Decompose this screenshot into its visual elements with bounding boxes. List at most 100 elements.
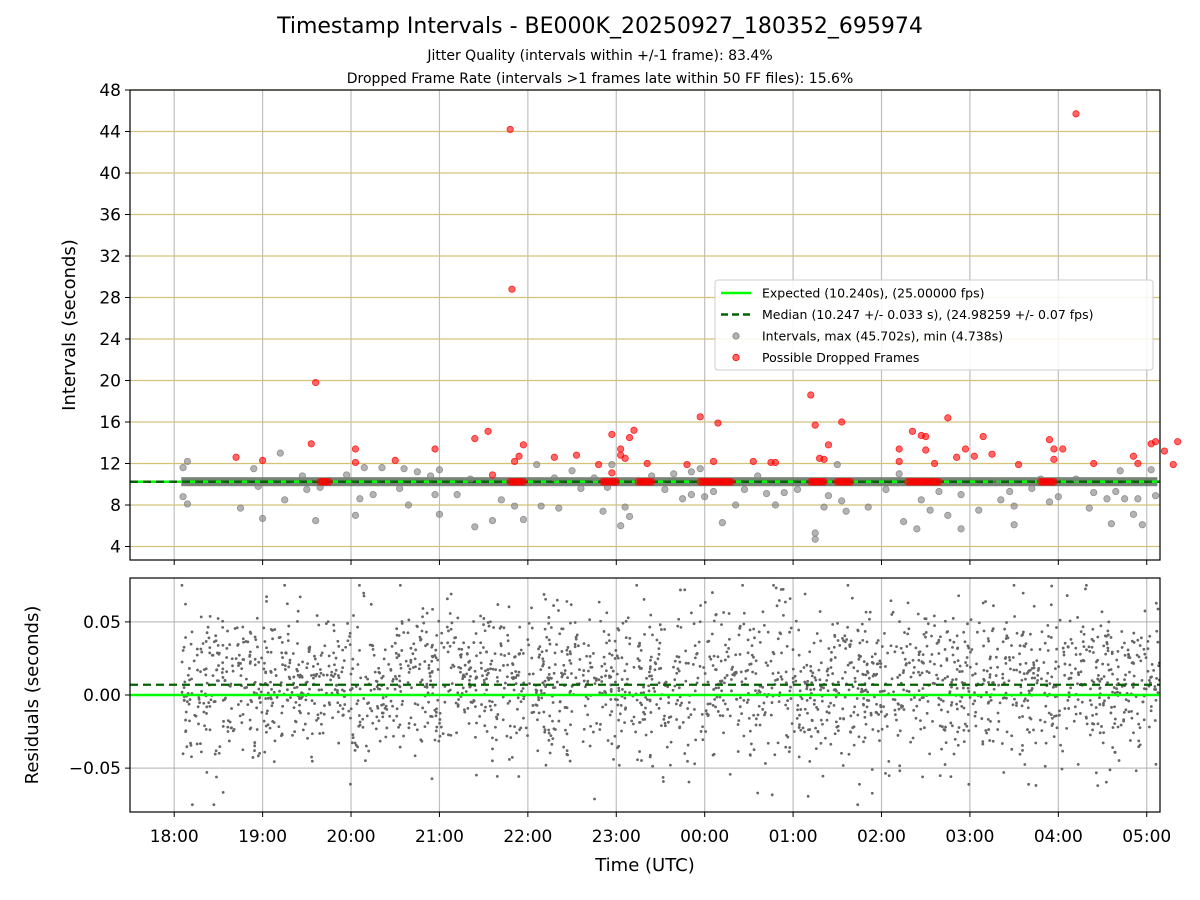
residual-point <box>283 583 287 587</box>
residual-point <box>288 658 292 662</box>
residual-point <box>1116 725 1120 729</box>
residual-point <box>1098 686 1102 690</box>
residual-point <box>199 670 202 674</box>
residual-point <box>553 663 557 666</box>
residual-point <box>457 698 460 701</box>
residuals-y-tick-label: −0.05 <box>69 759 121 779</box>
residual-point <box>1063 673 1067 677</box>
residual-point <box>756 791 760 795</box>
residual-point <box>475 676 479 679</box>
residual-point <box>542 660 545 663</box>
residual-point <box>887 760 891 763</box>
residual-point <box>205 681 209 685</box>
residual-point <box>517 775 521 778</box>
residual-point <box>1062 650 1066 654</box>
residual-point <box>818 610 822 613</box>
residual-point <box>1046 649 1050 652</box>
residual-point <box>776 741 780 745</box>
residual-point <box>620 656 624 660</box>
residual-point <box>483 709 487 713</box>
residual-point <box>608 639 611 643</box>
residual-point <box>599 619 603 623</box>
residual-point <box>578 668 581 672</box>
residual-point <box>438 718 442 721</box>
residual-point <box>1096 722 1100 726</box>
residual-point <box>506 701 510 705</box>
residual-point <box>853 705 857 709</box>
residual-point <box>624 619 628 623</box>
residual-point <box>736 723 740 726</box>
residual-point <box>253 663 257 667</box>
interval-point <box>1054 493 1062 501</box>
residual-point <box>327 701 331 705</box>
residual-point <box>265 646 268 650</box>
interval-point <box>550 474 558 482</box>
residual-point <box>635 698 639 702</box>
residual-point <box>313 654 316 658</box>
residual-point <box>605 641 608 645</box>
dropped-frame-point <box>510 457 519 466</box>
residual-point <box>1026 728 1029 731</box>
residual-point <box>752 627 756 631</box>
residual-point <box>214 749 218 753</box>
residual-point <box>684 661 688 665</box>
residual-point <box>1069 676 1073 680</box>
residual-point <box>560 650 564 653</box>
residual-point <box>430 659 434 663</box>
residual-point <box>473 705 477 709</box>
residual-point <box>615 672 619 676</box>
residual-point <box>1094 666 1098 669</box>
residual-point <box>205 712 208 715</box>
residual-point <box>537 698 541 702</box>
residual-point <box>604 669 608 673</box>
residual-point <box>1102 701 1105 705</box>
residual-point <box>676 624 680 628</box>
residual-point <box>776 678 779 681</box>
residual-point <box>870 768 874 771</box>
residual-point <box>592 652 595 655</box>
residual-point <box>639 701 642 705</box>
residual-point <box>864 722 868 726</box>
residual-point <box>852 710 856 714</box>
residual-point <box>440 641 444 645</box>
residual-point <box>481 646 485 649</box>
residual-point <box>563 706 567 709</box>
residual-point <box>454 701 458 705</box>
residual-point <box>547 638 551 642</box>
residual-point <box>975 630 979 634</box>
residual-point <box>1099 624 1103 628</box>
residual-point <box>474 688 478 692</box>
residual-point <box>617 686 621 690</box>
residual-point <box>1111 746 1115 749</box>
residual-point <box>585 654 589 658</box>
residual-point <box>617 718 621 722</box>
residual-point <box>938 635 942 639</box>
residual-point <box>301 660 304 664</box>
residual-point <box>1109 711 1113 715</box>
residual-point <box>381 715 385 719</box>
residual-point <box>1107 620 1111 624</box>
residual-point <box>898 769 902 773</box>
residual-point <box>589 724 592 728</box>
interval-point <box>179 493 187 501</box>
x-tick-label: 19:00 <box>238 827 287 847</box>
residual-point <box>242 658 246 661</box>
residual-point <box>253 744 257 748</box>
interval-point <box>842 507 850 515</box>
residual-point <box>435 633 439 637</box>
residual-point <box>925 644 929 648</box>
residual-point <box>925 711 929 715</box>
residual-point <box>769 713 773 717</box>
dropped-frame-point <box>895 457 903 466</box>
residual-point <box>889 599 893 603</box>
residual-point <box>526 638 530 642</box>
residual-point <box>315 672 319 676</box>
residual-point <box>742 698 746 702</box>
interval-point <box>670 470 678 478</box>
residual-point <box>748 663 752 666</box>
residual-point <box>1107 668 1111 672</box>
residual-point <box>413 702 417 706</box>
residual-point <box>943 619 947 623</box>
residual-point <box>787 750 791 754</box>
residual-point <box>1001 640 1005 644</box>
